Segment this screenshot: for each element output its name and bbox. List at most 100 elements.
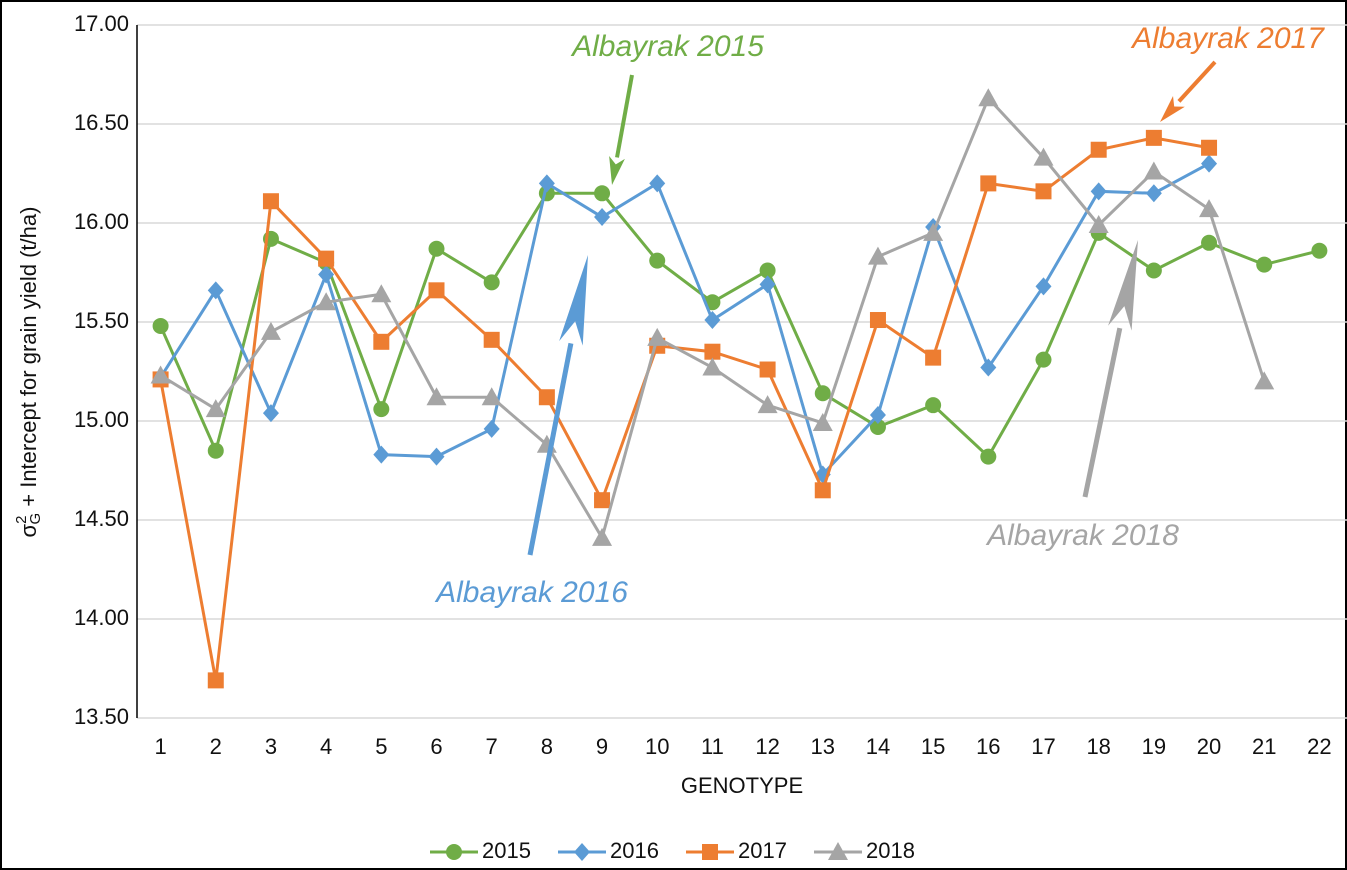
annotation: Albayrak 2016 — [434, 576, 628, 609]
marker — [592, 527, 613, 546]
x-tick-label: 5 — [375, 734, 387, 759]
legend-marker — [574, 843, 590, 861]
annotation-arrowhead — [609, 156, 625, 185]
marker — [594, 185, 611, 202]
marker — [428, 240, 445, 257]
x-tick-label: 1 — [154, 734, 166, 759]
marker — [1311, 242, 1328, 259]
marker — [978, 88, 999, 107]
marker — [1145, 184, 1162, 203]
marker — [207, 281, 224, 300]
x-tick-label: 15 — [921, 734, 945, 759]
marker — [428, 282, 445, 299]
x-tick-label: 10 — [645, 734, 669, 759]
marker — [318, 250, 335, 267]
x-tick-label: 2 — [210, 734, 222, 759]
marker — [1254, 371, 1275, 390]
x-tick-label: 18 — [1086, 734, 1110, 759]
marker — [150, 365, 171, 384]
legend-marker — [828, 842, 848, 860]
marker — [649, 174, 666, 193]
marker — [1201, 139, 1218, 156]
annotation-arrowhead — [559, 255, 588, 346]
marker — [869, 406, 886, 425]
marker — [260, 321, 281, 340]
marker — [262, 193, 279, 210]
annotation-arrowhead — [1108, 240, 1138, 331]
y-label-sup: 2 — [13, 516, 30, 524]
x-tick-label: 14 — [866, 734, 890, 759]
y-label-sub: G — [27, 513, 44, 525]
marker — [426, 387, 447, 406]
series-line — [159, 191, 1320, 460]
marker — [483, 419, 500, 438]
marker — [538, 174, 555, 193]
marker — [1090, 182, 1107, 201]
x-axis-label: GENOTYPE — [681, 773, 803, 798]
marker — [371, 284, 392, 303]
annotation-arrow — [1177, 60, 1217, 103]
marker — [262, 404, 279, 423]
annotation-arrowhead — [1160, 95, 1185, 122]
marker — [1033, 147, 1054, 166]
marker — [594, 208, 611, 227]
x-tick-label: 6 — [430, 734, 442, 759]
marker — [538, 389, 555, 406]
marker — [757, 395, 778, 414]
y-tick-label: 15.50 — [74, 308, 129, 333]
y-tick-label: 17.00 — [74, 11, 129, 36]
marker — [869, 312, 886, 329]
annotation-arrow — [527, 342, 574, 556]
marker — [867, 246, 888, 265]
marker — [1256, 256, 1273, 273]
marker — [1088, 214, 1109, 233]
marker — [923, 222, 944, 241]
marker — [316, 292, 337, 311]
marker — [704, 343, 721, 360]
legend-label: 2015 — [482, 838, 531, 863]
marker — [1201, 154, 1218, 173]
marker — [1143, 161, 1164, 180]
marker — [649, 252, 666, 269]
marker — [594, 492, 611, 509]
marker — [483, 274, 500, 291]
marker — [702, 357, 723, 376]
marker — [207, 672, 224, 689]
annotation-arrow — [1082, 327, 1123, 498]
marker — [759, 275, 776, 294]
y-label-text: + Intercept for grain yield (t/ha) — [16, 207, 41, 513]
marker — [980, 175, 997, 192]
marker — [759, 262, 776, 279]
y-label-symbol: σ — [16, 523, 41, 537]
x-tick-label: 8 — [541, 734, 553, 759]
y-tick-label: 15.00 — [74, 407, 129, 432]
x-tick-label: 3 — [265, 734, 277, 759]
marker — [647, 327, 668, 346]
marker — [373, 401, 390, 418]
y-axis-label: σ2G + Intercept for grain yield (t/ha) — [13, 207, 44, 538]
marker — [925, 397, 942, 414]
marker — [373, 445, 390, 464]
marker — [481, 387, 502, 406]
x-tick-label: 7 — [486, 734, 498, 759]
y-tick-label: 14.50 — [74, 506, 129, 531]
marker — [812, 412, 833, 431]
x-tick-label: 13 — [811, 734, 835, 759]
marker — [1201, 234, 1218, 251]
marker — [318, 265, 335, 284]
x-tick-label: 4 — [320, 734, 332, 759]
x-tick-label: 11 — [701, 734, 724, 759]
y-tick-label: 16.50 — [74, 110, 129, 135]
annotation: Albayrak 2015 — [570, 30, 764, 63]
marker — [428, 447, 445, 466]
y-tick-label: 14.00 — [74, 605, 129, 630]
x-tick-label: 22 — [1307, 734, 1331, 759]
x-tick-label: 9 — [596, 734, 608, 759]
x-tick-label: 17 — [1031, 734, 1055, 759]
legend-label: 2016 — [610, 838, 659, 863]
marker — [1145, 262, 1162, 279]
annotation: Albayrak 2018 — [985, 519, 1179, 552]
x-tick-label: 12 — [755, 734, 779, 759]
x-tick-label: 20 — [1197, 734, 1221, 759]
